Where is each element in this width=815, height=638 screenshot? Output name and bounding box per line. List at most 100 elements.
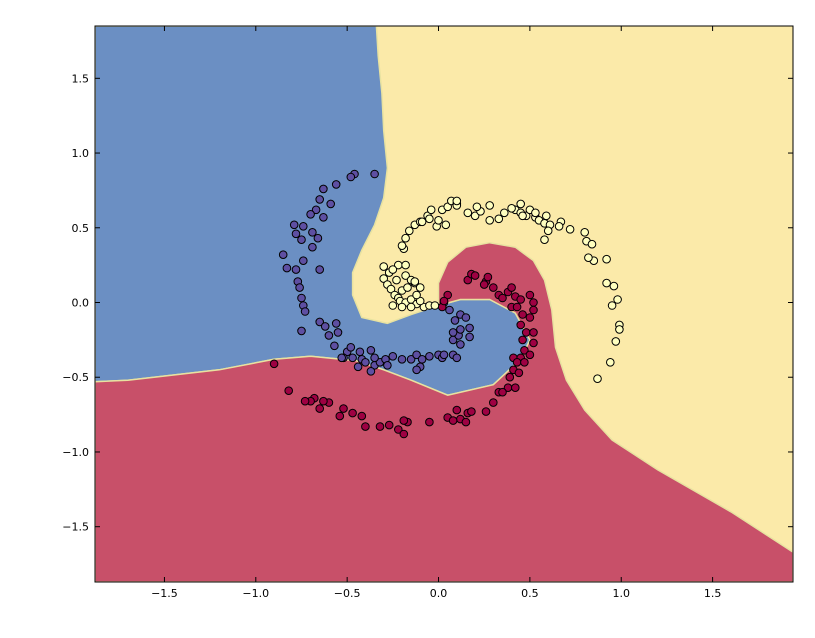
point-class-0 (355, 347, 365, 357)
point-class-0 (295, 283, 304, 292)
point-class-0 (299, 256, 308, 266)
point-class-2 (593, 374, 602, 384)
point-class-1 (300, 396, 310, 406)
point-class-0 (330, 341, 339, 351)
x-tick-label: −1.5 (151, 587, 178, 600)
point-class-1 (512, 358, 522, 367)
point-class-2 (417, 217, 427, 227)
point-class-1 (529, 328, 538, 337)
y-axis: 1.5 1.0 0.5 0.0 −0.5 −1.0 −1.5 (62, 72, 793, 534)
point-class-1 (489, 283, 498, 292)
region-class-1 (95, 241, 793, 582)
point-class-1 (399, 416, 409, 425)
point-class-2 (609, 281, 619, 291)
point-class-0 (406, 355, 416, 364)
point-class-0 (425, 352, 434, 361)
point-class-0 (439, 350, 449, 360)
point-class-0 (370, 169, 379, 179)
point-class-0 (465, 323, 474, 333)
point-class-2 (606, 358, 615, 367)
point-class-1 (348, 408, 357, 418)
point-class-0 (331, 319, 341, 328)
x-tick-label: 0.5 (521, 587, 539, 600)
point-class-2 (397, 302, 407, 312)
point-class-2 (426, 205, 436, 215)
point-class-2 (500, 208, 509, 218)
point-class-0 (465, 332, 474, 342)
point-class-0 (311, 205, 321, 215)
point-class-0 (346, 172, 356, 182)
point-class-1 (269, 359, 279, 369)
point-class-0 (456, 340, 465, 349)
point-class-2 (518, 211, 527, 221)
point-class-2 (401, 260, 410, 270)
point-class-1 (520, 358, 529, 367)
point-class-0 (448, 328, 458, 337)
point-class-0 (461, 313, 471, 322)
point-class-1 (335, 411, 345, 421)
point-class-0 (297, 293, 306, 303)
point-class-2 (584, 253, 593, 263)
point-class-2 (565, 225, 575, 234)
point-class-0 (319, 213, 328, 222)
y-tick-label: 0.5 (72, 222, 90, 235)
point-class-2 (531, 208, 540, 218)
point-class-1 (448, 416, 458, 425)
point-class-2 (611, 337, 621, 346)
point-class-0 (445, 305, 454, 315)
point-class-1 (507, 283, 516, 292)
point-class-2 (494, 214, 504, 224)
point-class-1 (315, 404, 325, 413)
point-class-2 (602, 278, 611, 288)
point-class-1 (520, 346, 529, 355)
point-class-1 (525, 290, 535, 300)
point-class-0 (308, 228, 317, 237)
point-class-2 (430, 301, 440, 310)
point-class-0 (456, 325, 465, 334)
point-class-2 (452, 196, 462, 206)
point-class-2 (485, 216, 495, 225)
point-class-2 (403, 283, 412, 292)
point-class-0 (315, 195, 325, 204)
point-class-1 (439, 296, 449, 306)
point-class-1 (425, 417, 434, 427)
point-class-1 (505, 372, 515, 382)
point-class-1 (498, 387, 507, 397)
point-class-2 (425, 214, 434, 224)
point-class-2 (406, 302, 416, 312)
point-class-2 (554, 222, 564, 231)
point-class-1 (498, 293, 507, 303)
point-class-2 (388, 301, 398, 310)
point-class-0 (366, 346, 376, 355)
point-class-0 (320, 322, 330, 331)
y-tick-label: 0.0 (72, 297, 90, 310)
point-class-0 (417, 355, 427, 364)
x-axis: −1.5 −1.0 −0.5 0.0 0.5 1.0 1.5 (151, 26, 721, 600)
point-class-1 (516, 320, 526, 330)
y-tick-label: 1.5 (72, 72, 90, 85)
point-class-2 (405, 226, 414, 236)
point-class-0 (361, 358, 370, 367)
point-class-0 (300, 307, 310, 316)
point-class-2 (441, 220, 451, 230)
point-class-2 (543, 226, 553, 236)
point-class-2 (410, 277, 420, 286)
x-tick-label: 1.0 (612, 587, 630, 600)
x-tick-label: 1.5 (704, 587, 722, 600)
point-class-1 (452, 405, 462, 415)
point-class-1 (529, 305, 538, 315)
point-class-0 (333, 328, 343, 337)
point-class-1 (489, 398, 498, 407)
point-class-2 (472, 202, 482, 212)
point-class-0 (291, 265, 301, 274)
point-class-0 (315, 317, 325, 327)
point-class-0 (412, 350, 421, 360)
point-class-2 (540, 235, 549, 244)
point-class-1 (483, 272, 493, 282)
x-tick-label: −0.5 (334, 587, 361, 600)
point-class-1 (514, 368, 524, 378)
point-class-2 (434, 216, 443, 225)
point-class-2 (470, 211, 480, 221)
point-class-2 (412, 290, 421, 300)
point-class-1 (399, 429, 409, 439)
